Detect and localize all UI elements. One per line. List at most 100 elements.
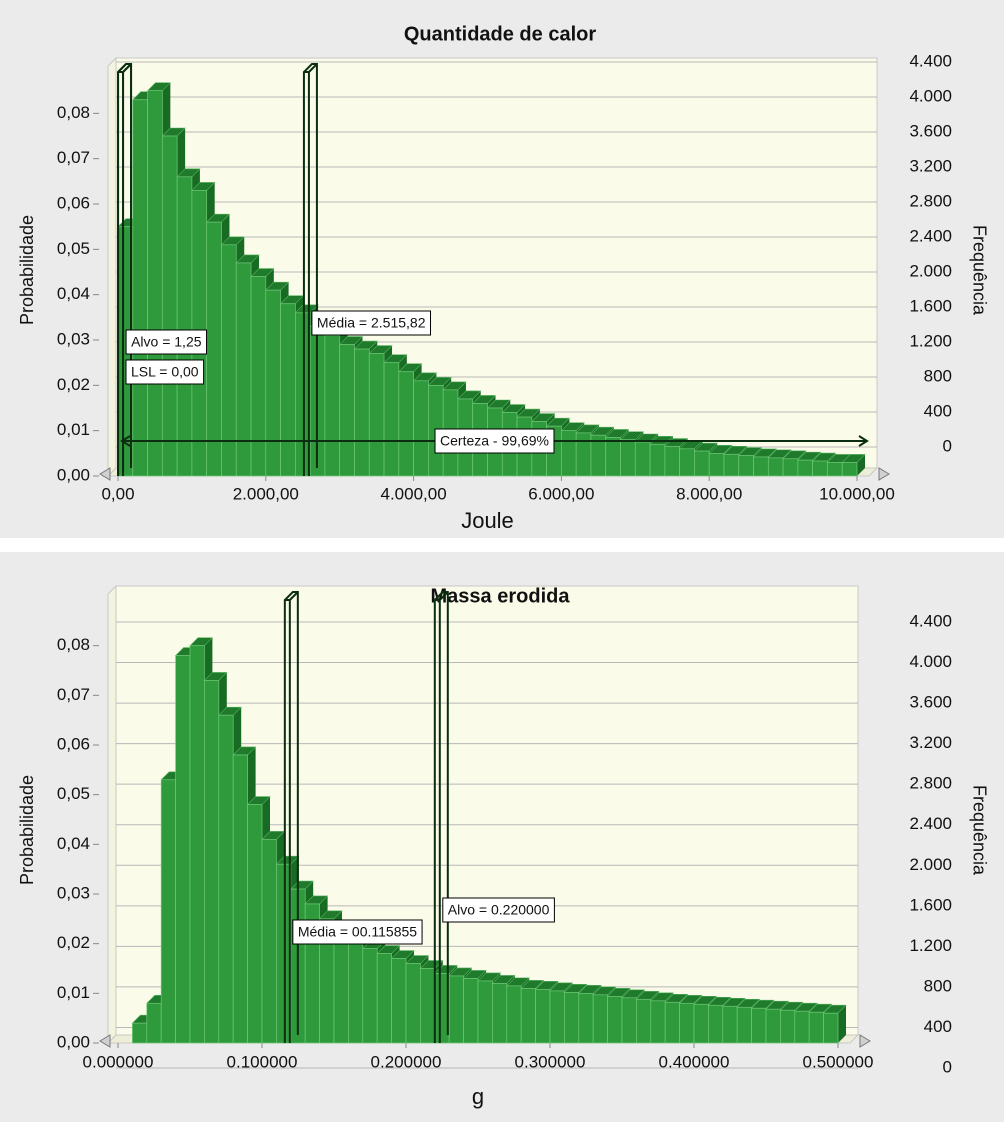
y-tick-label: 0,05: [57, 784, 90, 803]
bar: [261, 839, 277, 1044]
label-box: [125, 359, 205, 385]
bar: [391, 958, 407, 1044]
y-tick-label: 0,07: [57, 148, 90, 167]
bar: [605, 437, 621, 477]
label-box: [434, 428, 555, 454]
bar: [636, 998, 652, 1044]
bar: [823, 1012, 839, 1044]
y-tick-label: 0,06: [57, 193, 90, 212]
x-axis-title: Joule: [461, 508, 514, 533]
y2-tick-label: 400: [924, 1017, 952, 1036]
marker-label: Alvo = 0.220000: [442, 897, 555, 923]
bar: [575, 432, 592, 477]
y2-tick-label: 1.600: [909, 895, 952, 914]
y2-tick-label: 2.800: [909, 191, 952, 210]
bar: [694, 450, 710, 477]
x-axis-title: g: [472, 1084, 484, 1109]
y-tick-label: 0,04: [57, 834, 90, 853]
y2-tick-label: 800: [924, 976, 952, 995]
y2-tick-label: 2.400: [909, 814, 952, 833]
bar: [250, 276, 267, 477]
y-tick-label: 0,01: [57, 983, 90, 1002]
y2-axis-title: Frequência: [969, 785, 989, 876]
bar: [132, 1022, 148, 1044]
label-text: Alvo = 1,25: [131, 334, 202, 350]
bar: [664, 446, 680, 477]
label-text: Média = 2.515,82: [317, 315, 426, 331]
y-tick-label: 0,08: [57, 635, 90, 654]
arrow-head: [120, 435, 869, 447]
x-tick-label: 10.000,00: [819, 484, 895, 503]
chart-title: Quantidade de calor: [404, 23, 596, 45]
plot-left-wall: [107, 584, 117, 1045]
x-tick-label: 0.200000: [371, 1052, 442, 1071]
label-text: Alvo = 0.220000: [448, 902, 550, 918]
label-box: [442, 897, 555, 923]
bar: [765, 1008, 781, 1044]
bar: [132, 99, 148, 477]
y2-tick-label: 2.800: [909, 774, 952, 793]
y2-tick-label: 1.600: [909, 296, 952, 315]
bar: [549, 990, 565, 1044]
x-tick-label: 0.100000: [227, 1052, 298, 1071]
y-tick-label: 0,01: [57, 420, 90, 439]
separator: [0, 538, 1004, 552]
bar: [738, 455, 754, 477]
bar: [235, 262, 252, 477]
bar: [751, 1007, 767, 1044]
bar: [206, 221, 222, 477]
certainty-label: Certeza - 99,69%: [434, 428, 555, 454]
label-text: Certeza - 99,69%: [440, 433, 549, 449]
y-tick-label: 0,04: [57, 284, 90, 303]
bar: [492, 983, 508, 1044]
label-text: Média = 00.115855: [298, 924, 417, 940]
bar: [324, 335, 341, 477]
y2-tick-label: 0: [943, 1057, 952, 1076]
bar-side: [857, 454, 865, 476]
bar: [160, 779, 176, 1044]
x-tick-label: 0,00: [101, 484, 134, 503]
x-tick-label: 2.000,00: [233, 484, 299, 503]
y-tick-label: 0,07: [57, 685, 90, 704]
bar: [362, 948, 378, 1044]
bar: [578, 992, 594, 1044]
bar: [841, 462, 858, 477]
bar: [767, 457, 784, 477]
bar: [146, 1002, 162, 1044]
marker-line: [117, 63, 132, 476]
y-tick-label: 0,00: [57, 1032, 90, 1051]
y-tick-label: 0,08: [57, 103, 90, 122]
y-axis-title: Probabilidade: [17, 215, 37, 325]
label-box: [311, 310, 432, 336]
floor-corner: [878, 467, 890, 481]
bar: [463, 978, 479, 1044]
y2-tick-label: 3.200: [909, 733, 952, 752]
floor-corner: [99, 467, 111, 481]
bar: [782, 458, 799, 477]
bar: [276, 863, 292, 1044]
bar: [708, 452, 725, 477]
label-text: LSL = 0,00: [131, 364, 199, 380]
bar: [147, 90, 163, 477]
bar: [607, 995, 623, 1044]
bar: [477, 980, 493, 1044]
y2-tick-label: 4.400: [909, 611, 952, 630]
bar-side: [838, 1005, 846, 1043]
bar: [723, 453, 740, 477]
y-tick-label: 0,02: [57, 375, 90, 394]
bar: [280, 303, 296, 477]
y-tick-label: 0,00: [57, 465, 90, 484]
bar: [827, 462, 843, 477]
bar: [218, 714, 234, 1044]
bar: [794, 1010, 810, 1044]
bar: [679, 1002, 695, 1044]
y-axis-title: Probabilidade: [17, 775, 37, 885]
y2-tick-label: 1.200: [909, 936, 952, 955]
bar: [664, 1001, 680, 1044]
y2-tick-label: 800: [924, 366, 952, 385]
bar: [333, 933, 349, 1044]
x-tick-label: 6.000,00: [528, 484, 594, 503]
bar: [398, 371, 414, 477]
bar: [808, 1011, 824, 1044]
bar: [693, 1003, 709, 1044]
